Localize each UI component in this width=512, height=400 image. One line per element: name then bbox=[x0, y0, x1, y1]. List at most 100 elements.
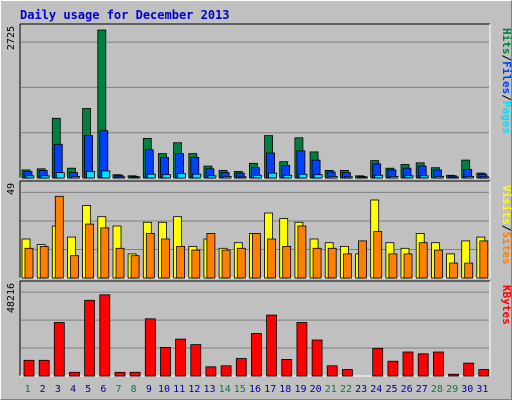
day-label-7: 7 bbox=[115, 384, 121, 395]
day-label-23: 23 bbox=[355, 384, 367, 395]
kbytes-bar-kbytes-day-3 bbox=[53, 322, 65, 377]
kbytes-bar-kbytes-day-16 bbox=[250, 333, 262, 377]
hits-bar-pages-day-8 bbox=[131, 176, 141, 179]
day-label-8: 8 bbox=[131, 384, 137, 395]
hits-bar-pages-day-5 bbox=[86, 171, 95, 179]
kbytes-side-label: KBytes bbox=[500, 285, 512, 325]
visits-bar-sites-day-28 bbox=[433, 249, 443, 279]
visits-bar-sites-day-18 bbox=[282, 245, 292, 279]
hits-bar-pages-day-4 bbox=[71, 175, 80, 179]
day-label-14: 14 bbox=[219, 384, 231, 395]
visits-bar-sites-day-16 bbox=[251, 232, 261, 279]
hits-bar-pages-day-23 bbox=[359, 176, 368, 179]
day-label-15: 15 bbox=[234, 384, 246, 395]
visits-bar-sites-day-5 bbox=[85, 223, 94, 279]
visits-side-label-part: Sites bbox=[500, 231, 512, 264]
hits-bar-pages-day-2 bbox=[40, 175, 50, 179]
kbytes-bar-kbytes-day-22 bbox=[341, 369, 353, 377]
kbytes-bar-kbytes-day-29 bbox=[448, 373, 459, 377]
kbytes-bar-kbytes-day-8 bbox=[129, 371, 141, 377]
visits-bar-sites-day-23 bbox=[358, 240, 367, 279]
hits-panel: 2725 Hits/Files/Pages bbox=[6, 23, 512, 179]
visits-bar-sites-day-6 bbox=[100, 227, 110, 279]
kbytes-bar-kbytes-day-7 bbox=[114, 371, 126, 377]
kbytes-bar-kbytes-day-9 bbox=[144, 318, 156, 377]
day-label-30: 30 bbox=[461, 384, 473, 395]
hits-bar-pages-day-17 bbox=[268, 172, 278, 179]
day-label-17: 17 bbox=[264, 384, 276, 395]
kbytes-bar-kbytes-day-15 bbox=[235, 358, 247, 377]
kbytes-bar-kbytes-day-1 bbox=[23, 359, 35, 377]
day-label-26: 26 bbox=[401, 384, 413, 395]
day-label-10: 10 bbox=[158, 384, 170, 395]
day-label-5: 5 bbox=[85, 384, 91, 395]
day-label-1: 1 bbox=[25, 384, 31, 395]
hits-side-label-part: Hits bbox=[500, 28, 512, 55]
hits-bar-pages-day-10 bbox=[162, 174, 171, 179]
day-label-4: 4 bbox=[70, 384, 76, 395]
kbytes-bar-kbytes-day-6 bbox=[99, 294, 111, 377]
kbytes-bar-kbytes-day-10 bbox=[160, 346, 171, 377]
visits-bar-sites-day-21 bbox=[327, 247, 337, 279]
visits-bar-sites-day-19 bbox=[297, 225, 307, 279]
hits-bar-pages-day-16 bbox=[252, 174, 262, 179]
hits-bar-pages-day-6 bbox=[101, 170, 111, 179]
hits-bar-pages-day-28 bbox=[434, 175, 444, 179]
hits-bar-pages-day-19 bbox=[298, 173, 308, 179]
day-label-9: 9 bbox=[146, 384, 152, 395]
kbytes-bar-kbytes-day-21 bbox=[326, 365, 338, 377]
hits-bar-pages-day-29 bbox=[450, 176, 459, 179]
day-label-29: 29 bbox=[446, 384, 458, 395]
day-label-3: 3 bbox=[55, 384, 61, 395]
visits-bar-sites-day-30 bbox=[464, 262, 474, 279]
day-label-22: 22 bbox=[340, 384, 352, 395]
day-label-12: 12 bbox=[188, 384, 200, 395]
visits-bar-sites-day-7 bbox=[115, 247, 125, 279]
hits-bar-pages-day-22 bbox=[343, 176, 353, 179]
day-label-16: 16 bbox=[249, 384, 261, 395]
day-label-6: 6 bbox=[100, 384, 106, 395]
hits-bar-pages-day-30 bbox=[465, 175, 475, 179]
day-label-24: 24 bbox=[370, 384, 382, 395]
visits-bar-sites-day-14 bbox=[221, 249, 231, 279]
visits-bar-sites-day-12 bbox=[191, 249, 201, 279]
visits-bar-sites-day-15 bbox=[236, 247, 246, 279]
visits-bar-sites-day-8 bbox=[130, 255, 140, 279]
kbytes-bar-kbytes-day-27 bbox=[417, 353, 429, 377]
day-label-2: 2 bbox=[40, 384, 46, 395]
visits-bar-sites-day-31 bbox=[479, 240, 489, 279]
kbytes-bar-kbytes-day-18 bbox=[281, 358, 293, 377]
day-label-20: 20 bbox=[310, 384, 322, 395]
hits-side-label-part: / bbox=[500, 94, 512, 101]
kbytes-bar-kbytes-day-25 bbox=[387, 360, 399, 377]
hits-max-label: 2725 bbox=[6, 26, 17, 50]
kbytes-bar-kbytes-day-11 bbox=[175, 338, 187, 377]
day-label-19: 19 bbox=[294, 384, 306, 395]
visits-bar-sites-day-10 bbox=[161, 238, 170, 279]
hits-side-label-part: Files bbox=[500, 61, 512, 94]
hits-bar-pages-day-20 bbox=[313, 174, 323, 179]
kbytes-bar-kbytes-day-30 bbox=[463, 362, 475, 377]
visits-bar-sites-day-2 bbox=[39, 245, 49, 279]
visits-bar-sites-day-24 bbox=[373, 231, 383, 279]
hits-bar-pages-day-21 bbox=[328, 175, 338, 179]
day-label-27: 27 bbox=[416, 384, 428, 395]
visits-bar-sites-day-25 bbox=[388, 253, 398, 279]
hits-bar-pages-day-31 bbox=[480, 176, 490, 179]
kbytes-max-label: 48216 bbox=[6, 283, 17, 313]
visits-bar-sites-day-3 bbox=[54, 195, 64, 279]
hits-bar-pages-day-3 bbox=[55, 172, 65, 179]
kbytes-panel: 48216 KBytes bbox=[6, 280, 512, 377]
hits-bar-pages-day-15 bbox=[237, 176, 247, 179]
hits-bar-pages-day-27 bbox=[419, 175, 429, 179]
hits-bar-pages-day-12 bbox=[192, 173, 202, 179]
kbytes-bar-kbytes-day-13 bbox=[205, 366, 217, 377]
kbytes-bar-kbytes-day-17 bbox=[266, 314, 278, 377]
hits-bar-pages-day-11 bbox=[177, 173, 187, 179]
visits-side-label-part: / bbox=[500, 225, 512, 232]
day-label-31: 31 bbox=[476, 384, 488, 395]
visits-side-label-part: Visits bbox=[500, 185, 512, 225]
visits-bar-sites-day-17 bbox=[267, 238, 277, 279]
hits-bar-pages-day-26 bbox=[404, 175, 414, 179]
